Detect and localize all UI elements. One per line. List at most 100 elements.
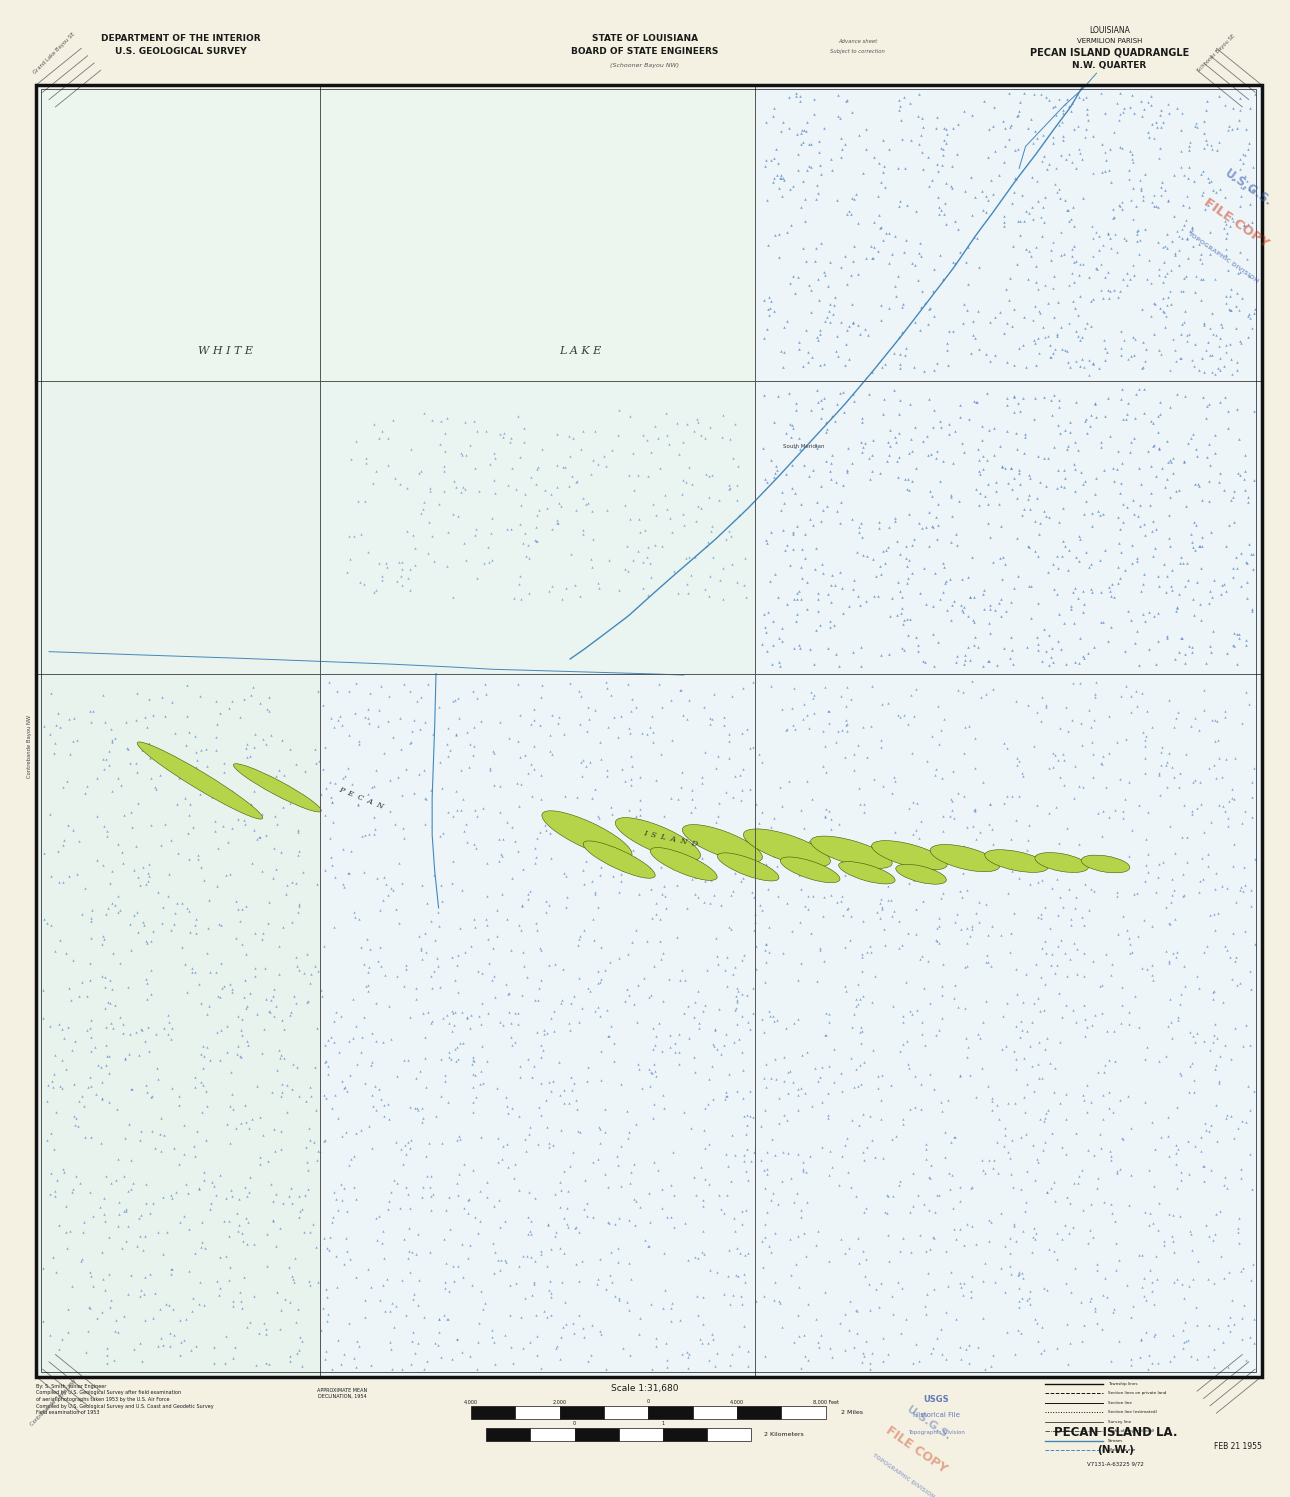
Point (699, 891, 720, 915)
Point (1116, 272, 1136, 296)
Point (728, 454, 748, 478)
Bar (36, 674, 320, 1377)
Point (769, 1111, 789, 1135)
Point (164, 1323, 184, 1347)
Point (435, 1277, 455, 1301)
Point (237, 1184, 258, 1208)
Point (1213, 990, 1233, 1013)
Point (1182, 802, 1202, 826)
Point (604, 705, 624, 729)
Point (604, 1049, 624, 1073)
Point (949, 488, 970, 512)
Point (1086, 256, 1107, 280)
Point (415, 921, 436, 945)
Point (1066, 319, 1086, 343)
Point (1218, 416, 1238, 440)
Point (80, 1039, 101, 1063)
Point (849, 322, 869, 346)
Point (920, 1237, 940, 1260)
Point (1182, 635, 1202, 659)
Point (766, 1067, 787, 1091)
Point (952, 861, 973, 885)
Point (470, 1072, 490, 1096)
Point (1198, 1225, 1219, 1248)
Point (1033, 1275, 1054, 1299)
Point (1162, 1229, 1183, 1253)
Point (297, 942, 317, 966)
Point (373, 1219, 393, 1243)
Point (953, 600, 974, 624)
Point (1005, 689, 1026, 713)
Point (157, 1022, 178, 1046)
Point (738, 1353, 759, 1377)
Point (628, 1057, 649, 1081)
Point (1167, 1004, 1188, 1028)
Point (700, 707, 721, 731)
Point (730, 787, 751, 811)
Point (869, 891, 890, 915)
Point (789, 437, 810, 461)
Point (209, 781, 230, 805)
Point (417, 1349, 437, 1373)
Point (752, 437, 773, 461)
Point (1157, 564, 1178, 588)
Point (1064, 214, 1085, 238)
Point (1046, 582, 1067, 606)
Point (908, 825, 929, 849)
Point (731, 1292, 752, 1316)
Point (1089, 356, 1109, 380)
Point (574, 1198, 595, 1222)
Point (227, 1201, 248, 1225)
Point (757, 639, 778, 663)
Point (463, 1045, 484, 1069)
Point (359, 822, 379, 846)
Point (1007, 753, 1028, 777)
Point (1178, 247, 1198, 271)
Point (130, 1331, 151, 1355)
Point (908, 1183, 929, 1207)
Point (568, 469, 588, 493)
Point (953, 741, 974, 765)
Point (1047, 413, 1068, 437)
Point (707, 804, 728, 828)
Point (34, 714, 54, 738)
Point (1224, 510, 1245, 534)
Point (490, 1010, 511, 1034)
Point (138, 868, 159, 892)
Point (1073, 940, 1094, 964)
Point (955, 648, 975, 672)
Point (332, 1069, 352, 1093)
Point (982, 1343, 1002, 1367)
Point (1134, 401, 1155, 425)
Point (1160, 292, 1180, 316)
Point (793, 816, 814, 840)
Point (1238, 531, 1259, 555)
Point (792, 353, 813, 377)
Point (110, 1004, 130, 1028)
Point (1200, 635, 1220, 659)
Point (1064, 576, 1085, 600)
Point (138, 861, 159, 885)
Point (842, 452, 863, 476)
Point (1144, 1174, 1165, 1198)
Point (402, 524, 423, 548)
Point (133, 1238, 154, 1262)
Point (134, 1281, 155, 1305)
Point (644, 1052, 664, 1076)
Point (766, 163, 787, 187)
Point (538, 894, 559, 918)
Point (795, 522, 815, 546)
Point (860, 1105, 881, 1129)
Point (1176, 226, 1197, 250)
Point (858, 446, 878, 470)
Point (1062, 260, 1082, 284)
Point (737, 717, 757, 741)
Point (1240, 960, 1260, 984)
Point (184, 913, 205, 937)
Point (342, 772, 362, 796)
Point (953, 311, 974, 335)
Point (132, 1349, 152, 1373)
Point (942, 177, 962, 201)
Point (891, 108, 912, 132)
Point (359, 937, 379, 961)
